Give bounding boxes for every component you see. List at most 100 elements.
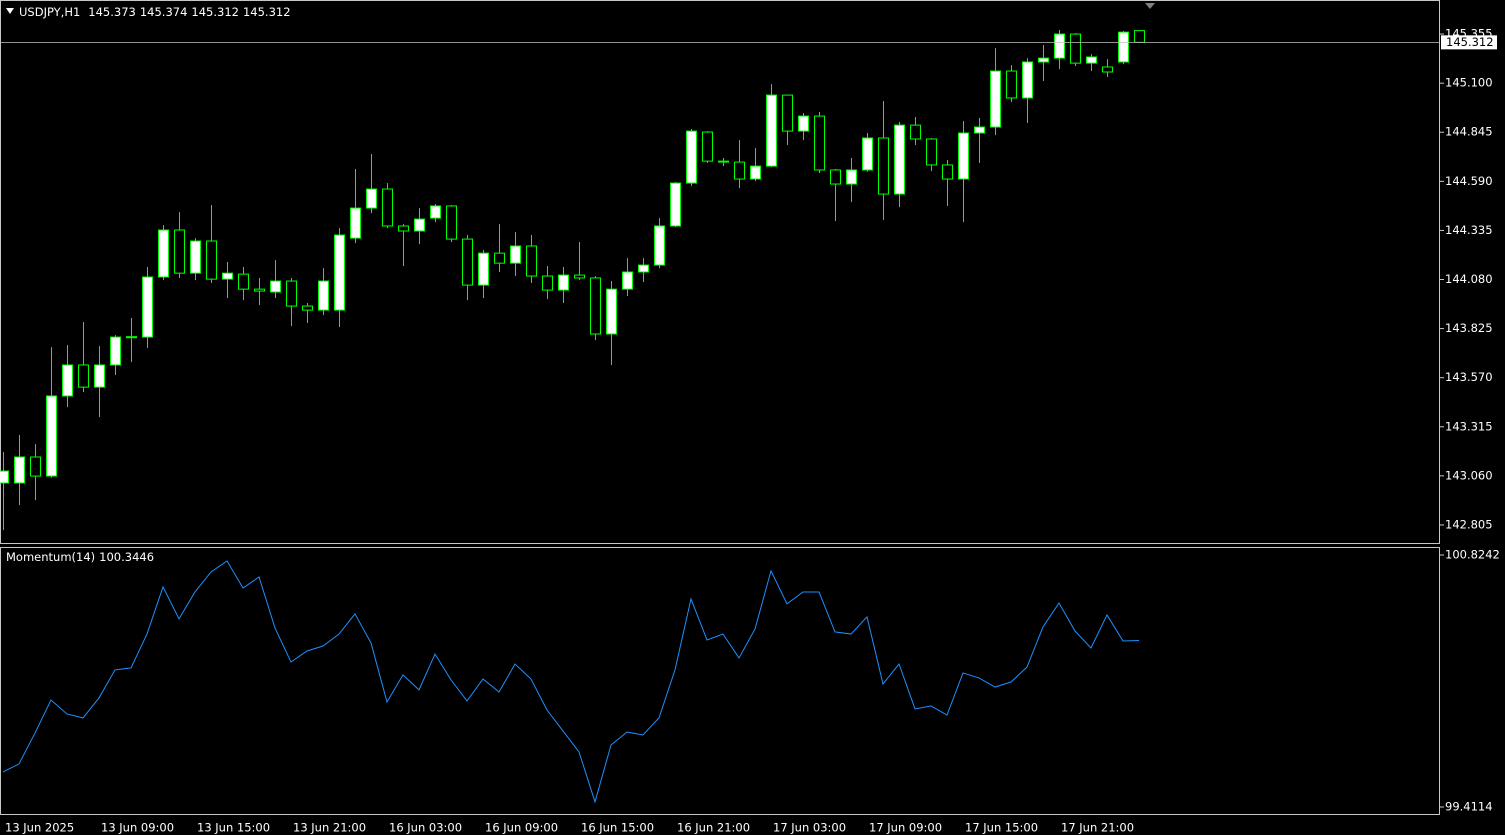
- candle-body: [542, 275, 553, 291]
- candle-body: [558, 274, 569, 291]
- y-tick-label: 99.4114: [1445, 800, 1493, 814]
- candle-body: [734, 161, 745, 180]
- candle-body: [366, 188, 377, 209]
- candle-body: [638, 264, 649, 273]
- candle-body: [622, 271, 633, 290]
- candle-body: [46, 395, 57, 477]
- indicator-value: 100.3446: [99, 550, 154, 564]
- indicator-header: Momentum(14) 100.3446: [6, 550, 154, 564]
- candle-body: [1006, 70, 1017, 99]
- candle-body: [270, 280, 281, 293]
- price-pane-frame: [0, 0, 1440, 544]
- candle-body: [606, 288, 617, 335]
- candle-body: [510, 245, 521, 264]
- candle-body: [654, 225, 665, 266]
- candle-body: [158, 229, 169, 278]
- x-tick-label: 13 Jun 09:00: [101, 821, 174, 835]
- candle-body: [574, 274, 585, 279]
- x-tick-label: 17 Jun 09:00: [869, 821, 942, 835]
- candle-body: [974, 126, 985, 134]
- x-tick-label: 13 Jun 2025: [5, 821, 74, 835]
- candle-body: [430, 205, 441, 219]
- candle-body: [30, 456, 41, 477]
- menu-triangle[interactable]: [6, 8, 14, 14]
- candle-body: [334, 234, 345, 311]
- candle-body: [302, 305, 313, 311]
- candle-body: [462, 238, 473, 286]
- y-tick-label: 143.060: [1445, 468, 1493, 482]
- candle-body: [190, 240, 201, 274]
- candle-body: [1102, 66, 1113, 73]
- candle-body: [814, 115, 825, 171]
- candle-body: [494, 252, 505, 264]
- candle-body: [910, 124, 921, 140]
- price-label-box: [1441, 35, 1497, 50]
- x-tick-label: 13 Jun 15:00: [197, 821, 270, 835]
- candle-body: [702, 131, 713, 162]
- candle-body: [0, 470, 9, 484]
- y-tick-label: 144.335: [1445, 223, 1493, 237]
- candle-body: [110, 336, 121, 366]
- candle-body: [382, 188, 393, 227]
- indicator-pane-frame: [0, 547, 1440, 815]
- price-label: 145.312: [1446, 35, 1494, 49]
- candle-body: [798, 115, 809, 132]
- x-tick-label: 16 Jun 09:00: [485, 821, 558, 835]
- indicator-line: [2, 560, 1140, 804]
- candle-body: [846, 169, 857, 185]
- candle-body: [1070, 33, 1081, 64]
- x-tick-label: 16 Jun 15:00: [581, 821, 654, 835]
- candle-body: [174, 229, 185, 274]
- high-value: 145.374: [140, 5, 188, 19]
- chart-header: USDJPY,H1 145.373 145.374 145.312 145.312: [19, 5, 291, 19]
- open-value: 145.373: [88, 5, 136, 19]
- candle-body: [590, 277, 601, 335]
- candle-body: [718, 160, 729, 163]
- candle-body: [350, 207, 361, 239]
- x-tick-label: 16 Jun 03:00: [389, 821, 462, 835]
- candle-body: [478, 252, 489, 286]
- candle-body: [766, 94, 777, 167]
- candle-body: [990, 70, 1001, 128]
- candle-body: [254, 288, 265, 292]
- y-tick-label: 144.845: [1445, 125, 1493, 139]
- candle-body: [222, 272, 233, 280]
- y-tick-label: 144.080: [1445, 272, 1493, 286]
- candle-body: [238, 273, 249, 290]
- y-tick-label: 143.570: [1445, 370, 1493, 384]
- candle-body: [62, 364, 73, 397]
- y-tick-label: 142.805: [1445, 517, 1493, 531]
- candle-body: [318, 280, 329, 311]
- candle-body: [670, 182, 681, 227]
- candle-body: [782, 94, 793, 132]
- low-value: 145.312: [191, 5, 239, 19]
- candle-body: [1022, 61, 1033, 99]
- candle-body: [894, 124, 905, 195]
- x-tick-label: 13 Jun 21:00: [293, 821, 366, 835]
- indicator-name: Momentum(14): [6, 550, 95, 564]
- shift-marker: [1145, 3, 1155, 9]
- candle-body: [878, 137, 889, 195]
- candle-body: [1118, 31, 1129, 63]
- candle-body: [1054, 33, 1065, 59]
- y-tick-label: 145.100: [1445, 76, 1493, 90]
- candle-body: [14, 456, 25, 484]
- x-tick-label: 17 Jun 21:00: [1061, 821, 1134, 835]
- candle-body: [1086, 56, 1097, 64]
- x-tick-label: 17 Jun 15:00: [965, 821, 1038, 835]
- close-value: 145.312: [243, 5, 291, 19]
- candle-body: [926, 138, 937, 166]
- symbol: USDJPY,H1: [19, 5, 80, 19]
- candle-body: [142, 276, 153, 338]
- candle-body: [686, 130, 697, 184]
- candle-body: [126, 336, 137, 339]
- candle-body: [1134, 30, 1145, 43]
- candle-body: [206, 240, 217, 280]
- candle-body: [94, 364, 105, 388]
- candle-body: [398, 225, 409, 232]
- candle-body: [1038, 57, 1049, 63]
- candle-body: [958, 132, 969, 180]
- x-tick-label: 17 Jun 03:00: [773, 821, 846, 835]
